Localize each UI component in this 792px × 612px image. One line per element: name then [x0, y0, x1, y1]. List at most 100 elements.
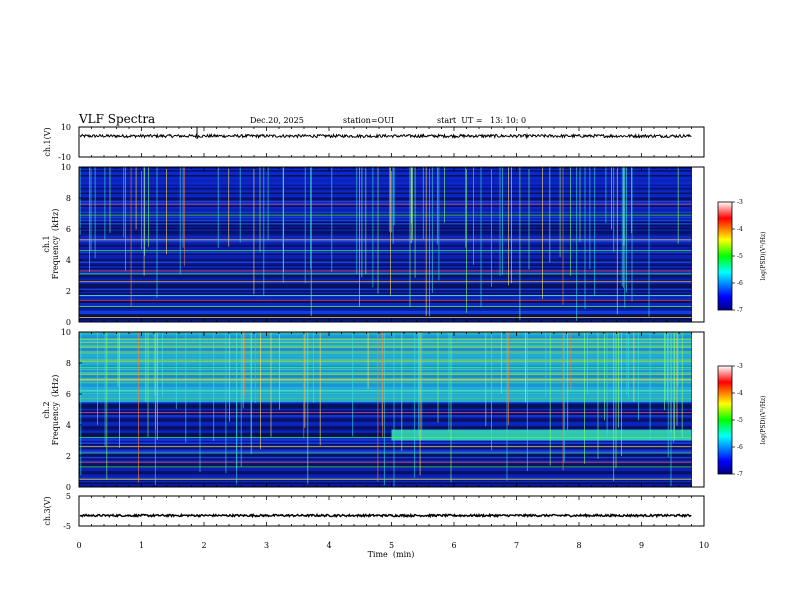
ch1-spectrogram-texture-row	[79, 320, 692, 323]
ch2-spectrogram-texture-row	[79, 426, 692, 428]
ch2-spectrogram-texture-row	[79, 394, 692, 396]
ch2-spectrogram-enhanced-band	[391, 429, 692, 441]
ch1-spectrogram-texture-row	[79, 288, 692, 291]
ch2-spectrogram-texture-row	[79, 485, 692, 488]
ch2-spectrogram-texture-row	[79, 346, 692, 348]
ch1-waveform-trace	[79, 132, 692, 140]
ch2-spectrogram-texture-row	[79, 429, 692, 432]
ch2-spectrogram-texture-row	[79, 421, 692, 424]
ch1-colorbar-tick-label: -7	[737, 307, 743, 314]
ch2-spectrogram-texture-row	[79, 471, 692, 473]
ch1-spectrogram-texture-row	[79, 266, 692, 268]
y-tick-label: 4	[66, 256, 71, 265]
ch1-spectrogram-texture-row	[79, 232, 692, 235]
ch2-spectrogram-texture-row	[79, 335, 692, 337]
ch1-spectrogram-texture-row	[79, 311, 692, 313]
ch3-ylabel: ch.3(V)	[43, 496, 52, 525]
ch1-colorbar-gradient	[717, 201, 733, 311]
ch2-spectrogram-texture-row	[79, 468, 692, 470]
ch1-spectrogram-texture-row	[79, 223, 692, 225]
ch2-spectrogram-texture-row	[79, 410, 692, 412]
ch1-spectrogram-texture-row	[79, 237, 692, 239]
ch1-spectrogram-texture-row	[79, 251, 692, 254]
ch2-colorbar-gradient	[717, 365, 733, 475]
ch1-spectrogram-texture-row	[79, 291, 692, 294]
ch1-spectrogram-texture-row	[79, 226, 692, 228]
ch1-spectrogram-texture-row	[79, 234, 692, 236]
ch1-spectrogram-texture-row	[79, 173, 692, 175]
ch1-spectrogram-texture-row	[79, 194, 692, 196]
ch1-spectrogram-texture-row	[79, 285, 692, 287]
ch2-spectrogram-texture-row	[79, 482, 692, 484]
y-tick-label: 8	[66, 359, 71, 368]
y-tick-label: 8	[66, 194, 71, 203]
ch2-spectrogram-texture-row	[79, 354, 692, 356]
ch1-spectrogram-texture-row	[79, 200, 692, 203]
ch1-spectrogram-texture-row	[79, 243, 692, 246]
ch1-spectrogram-texture-row	[79, 218, 692, 220]
ch1-spectrogram-texture-row	[79, 315, 692, 318]
ch2-spectrogram-texture-row	[79, 484, 692, 486]
ch1-spectrogram-texture-row	[79, 279, 692, 281]
ch2-spectrogram-texture-row	[79, 447, 692, 449]
ch2-spectrogram-texture-row	[79, 455, 692, 457]
ch1-spectrogram-texture-row	[79, 210, 692, 212]
ch2-spectrogram-texture-row	[79, 373, 692, 376]
ch1-spectrogram-texture-row	[79, 261, 692, 263]
ch2-spectrogram-texture-row	[79, 399, 692, 401]
ch2-spectrogram-texture-row	[79, 378, 692, 380]
x-tick-label: 10	[699, 541, 709, 550]
ch1-spectrogram-texture-row	[79, 293, 692, 295]
ch1-spectrogram-texture-row	[79, 274, 692, 276]
ch1-spectrogram-texture-row	[79, 187, 692, 190]
y-tick-label: 4	[66, 421, 71, 430]
ch2-spectrogram-panel	[78, 331, 705, 488]
ch2-spectrogram-texture-row	[79, 420, 692, 422]
ch1-spectrogram-texture-row	[79, 245, 692, 247]
ch1-spectrogram-texture-row	[79, 259, 692, 262]
ch1-spectrogram-texture-row	[79, 307, 692, 310]
y-tick-label: -10	[58, 153, 71, 162]
ch2-spectrogram-texture-row	[79, 360, 692, 363]
ch2-colorbar-tick-label: -5	[737, 417, 743, 424]
ch1-spectrogram-texture-row	[79, 186, 692, 188]
x-axis-tick-labels: 0 1 2 3 4 5 6 7 8 9 10	[76, 541, 709, 550]
ch1-spectrogram-texture-row	[79, 175, 692, 177]
ch2-spectrogram-texture-row	[79, 402, 692, 404]
y-tick-label: 0	[66, 483, 71, 492]
ch1-spectrogram-texture-row	[79, 267, 692, 270]
y-tick-label: 6	[66, 390, 71, 399]
ch2-spectrogram-texture-row	[79, 389, 692, 392]
ch2-spectrogram-texture-row	[79, 341, 692, 344]
ch2-spectrogram-texture-row	[79, 453, 692, 456]
ch2-spectrogram-texture-row	[79, 332, 692, 334]
ch1-spectrogram-texture-row	[79, 191, 692, 193]
ch1-spectrogram-texture-row	[79, 216, 692, 219]
ch1-colorbar-label: log(PSD)(V²/Hz)	[760, 232, 767, 281]
ch2-spectrogram-texture-row	[79, 408, 692, 411]
ch1-spectrogram-texture-row	[79, 240, 692, 243]
ch1-spectrogram-texture-row	[79, 301, 692, 303]
ch1-spectrogram-texture-row	[79, 224, 692, 227]
ch2-spectrogram-texture-row	[79, 434, 692, 436]
ch1-colorbar-tick-label: -6	[737, 280, 743, 287]
ch1-spectrogram-texture-row	[79, 181, 692, 183]
ch2-spec-ylabel-frequency: Frequency (kHz)	[51, 375, 60, 446]
ch2-spectrogram-texture-row	[79, 477, 692, 480]
ch2-spectrogram-texture-row	[79, 333, 692, 336]
ch2-spectrogram-texture-row	[79, 362, 692, 364]
ch2-spectrogram-texture	[79, 332, 692, 488]
ch1-spectrogram-texture-row	[79, 219, 692, 222]
ch2-spectrogram-spikes	[80, 332, 683, 487]
ch2-spectrogram-texture-row	[79, 336, 692, 339]
x-tick-label: 2	[201, 541, 206, 550]
y-tick-label: 6	[66, 225, 71, 234]
ch1-spectrogram-texture-row	[79, 227, 692, 230]
ch3-waveform-panel	[78, 495, 705, 527]
ch1-spectrogram-texture-row	[79, 215, 692, 217]
ch2-spectrogram-texture-row	[79, 356, 692, 358]
ch2-spectrogram-texture-row	[79, 436, 692, 438]
ch2-spectrogram-texture-row	[79, 424, 692, 427]
ch1-spectrogram-texture-row	[79, 202, 692, 204]
